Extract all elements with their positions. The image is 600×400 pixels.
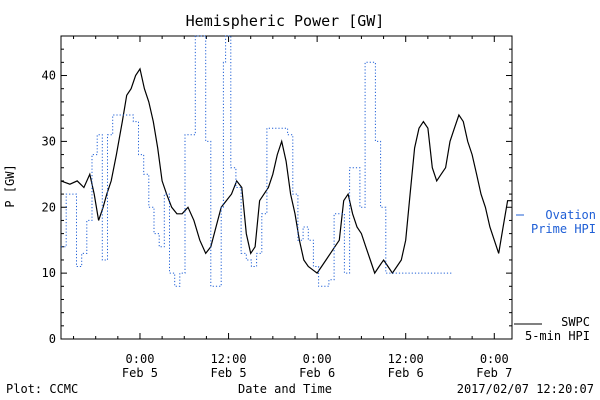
legend-ovation: Ovation Prime HPI (516, 208, 596, 236)
x-tick-date: Feb 5 (122, 366, 158, 380)
y-tick-label: 0 (49, 332, 56, 346)
x-tick-time: 12:00 (210, 352, 246, 366)
legend-swpc: SWPC 5-min HPI (514, 315, 590, 343)
y-tick-label: 20 (42, 200, 56, 214)
plot-frame (60, 35, 513, 340)
series-line-swpc-hpi (60, 67, 512, 275)
y-tick-label: 10 (42, 266, 56, 280)
x-tick-date: Feb 7 (476, 366, 512, 380)
x-tick-date: Feb 5 (210, 366, 246, 380)
series-layer (60, 35, 512, 287)
axis-ticks (61, 35, 512, 340)
x-axis-label: Date and Time (238, 382, 332, 396)
x-tick-date: Feb 6 (388, 366, 424, 380)
x-tick-time: 0:00 (480, 352, 509, 366)
legend-swpc-label-2: 5-min HPI (525, 329, 590, 343)
chart-title: Hemispheric Power [GW] (186, 12, 385, 30)
footer-credit: Plot: CCMC (6, 382, 78, 396)
x-tick-time: 0:00 (303, 352, 332, 366)
y-tick-label: 30 (42, 134, 56, 148)
y-tick-labels: 0 10 20 30 40 (42, 69, 56, 346)
series-line-ovation-prime-hpi (61, 35, 453, 287)
y-tick-label: 40 (42, 69, 56, 83)
legend-swpc-label-1: SWPC (561, 315, 590, 329)
legend-ovation-label-2: Prime HPI (531, 222, 596, 236)
legend-ovation-label-1: Ovation (545, 208, 596, 222)
x-tick-time: 12:00 (388, 352, 424, 366)
x-tick-time: 0:00 (126, 352, 155, 366)
y-axis-label: P [GW] (3, 164, 17, 207)
x-tick-date: Feb 6 (299, 366, 335, 380)
footer-timestamp: 2017/02/07 12:20:07 (457, 382, 594, 396)
